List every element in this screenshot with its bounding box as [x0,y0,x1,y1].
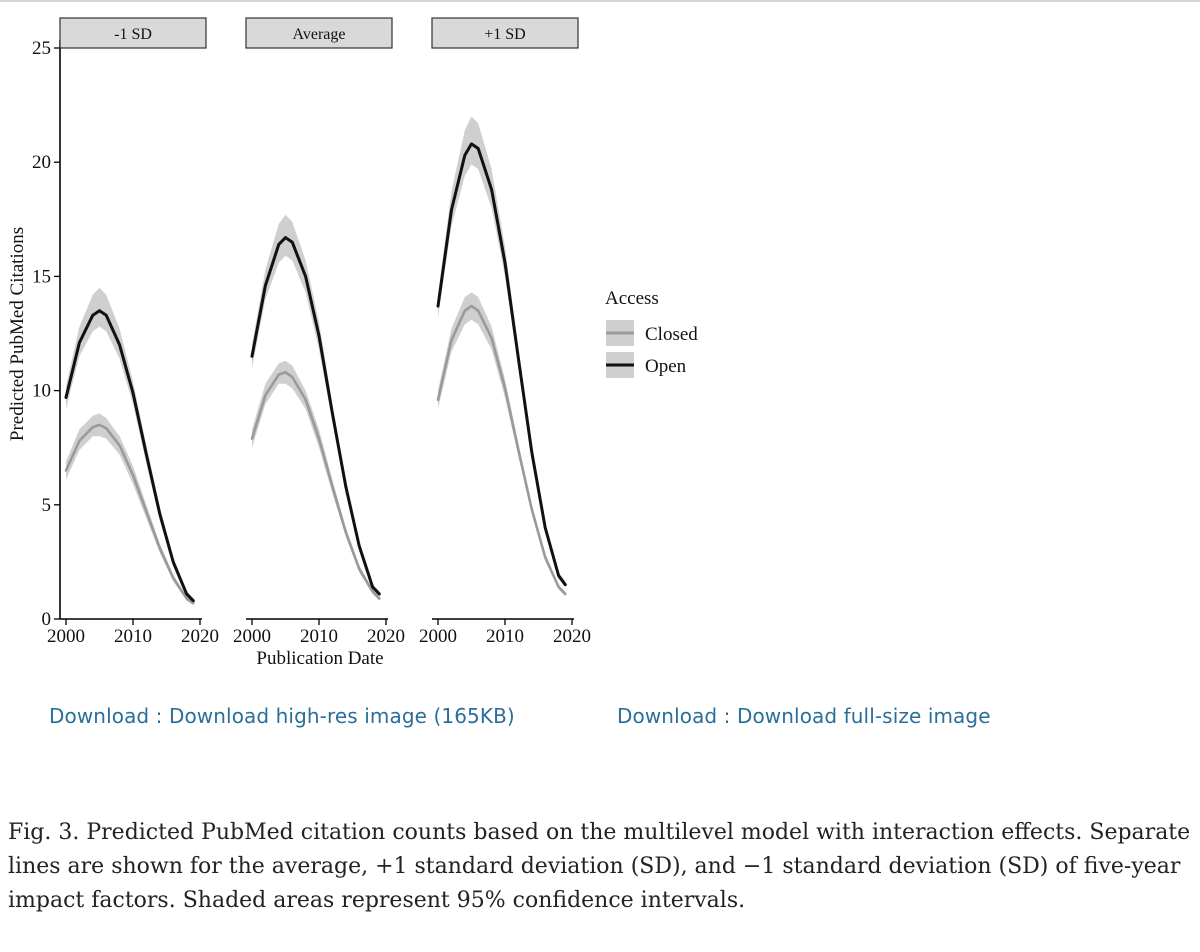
panel-1-line-closed [64,423,195,605]
panel-3-ribbon-closed [438,292,566,597]
panel-1-line-open [64,309,195,603]
panel-2-x-tick-label-2000: 2000 [233,626,271,647]
panel-2-line-closed [250,370,381,600]
panel-1-strip-label: -1 SD [114,26,152,43]
y-axis-title: Predicted PubMed Citations [7,227,28,441]
y-tick-label-25: 25 [32,38,51,59]
download-high-res-link[interactable]: Download : Download high-res image (165K… [49,704,515,728]
x-axis-title: Publication Date [256,648,383,669]
panel-3-line-open [436,142,567,587]
panel-2-strip [245,17,393,49]
panel-2-strip-label: Average [293,26,346,43]
panel-2-x-tick-label-2010: 2010 [300,626,338,647]
y-tick-label-15: 15 [32,266,51,287]
top-divider [0,0,1200,2]
legend-open-label: Open [645,356,687,377]
y-tick-label-0: 0 [42,609,52,630]
panel-3-strip-label: +1 SD [484,26,525,43]
legend-closed-label: Closed [645,324,698,345]
panel-2-ribbon-closed [252,360,380,601]
panel-1-ribbon-closed [66,413,194,606]
panel-2-x-tick-label-2020: 2020 [367,626,405,647]
download-links: Download : Download high-res image (165K… [0,704,1200,734]
panel-1-x-tick-label-2000: 2000 [47,626,85,647]
panel-2-line-open [250,236,381,596]
panel-3-strip [431,17,579,49]
figure-caption: Fig. 3. Predicted PubMed citation counts… [8,820,1191,913]
panel-3-x-tick-label-2000: 2000 [419,626,457,647]
y-tick-label-20: 20 [32,152,51,173]
citation-chart: 0 5 10 15 20 25 Predicted PubMed Citations -1 S… [7,17,698,669]
panel-3-x-tick-label-2010: 2010 [486,626,524,647]
panel-1-x-tick-label-2020: 2020 [181,626,219,647]
panel-3-line-closed [436,304,567,596]
y-tick-label-5: 5 [42,495,52,516]
y-tick-label-10: 10 [32,381,51,402]
panel-1-strip [59,17,207,49]
download-full-size-link[interactable]: Download : Download full-size image [617,704,991,728]
panel-3-x-tick-label-2020: 2020 [553,626,591,647]
panel-1-ribbon-open [66,287,194,603]
legend-title: Access [605,288,659,309]
panel-1-x-tick-label-2010: 2010 [114,626,152,647]
